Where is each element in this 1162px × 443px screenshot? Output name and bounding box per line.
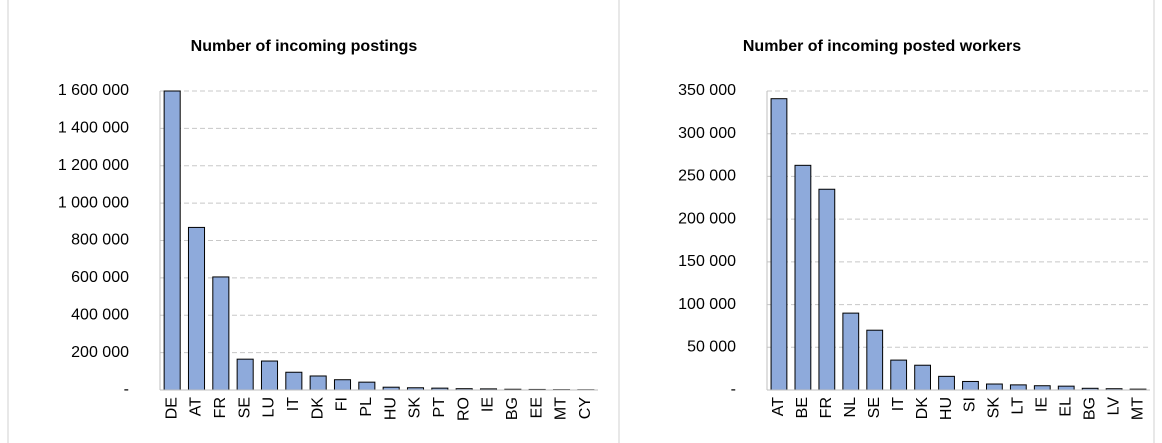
bar xyxy=(890,359,908,391)
x-tick-label: HU xyxy=(382,397,399,420)
x-tick-label: LT xyxy=(1010,397,1027,415)
y-tick-label: 400 000 xyxy=(71,306,129,323)
x-tick-label: FR xyxy=(818,397,835,418)
x-tick-label: SK xyxy=(407,397,424,419)
bar xyxy=(285,371,303,391)
bar xyxy=(358,381,376,391)
x-tick-label: PL xyxy=(358,397,375,417)
x-tick-label: MT xyxy=(553,397,570,420)
x-tick-label: CY xyxy=(577,397,594,420)
x-tick-label: AT xyxy=(188,397,205,416)
x-tick-label: IT xyxy=(285,397,302,411)
panel-border xyxy=(7,0,1155,443)
bar xyxy=(818,188,836,391)
y-tick-label: 1 000 000 xyxy=(58,194,129,211)
x-tick-label: FI xyxy=(334,397,351,411)
bar xyxy=(794,164,812,391)
bar xyxy=(260,360,279,391)
y-tick-label: 600 000 xyxy=(71,269,129,286)
bar xyxy=(309,375,327,391)
y-tick-label: 100 000 xyxy=(678,296,736,313)
y-tick-label: 300 000 xyxy=(678,125,736,142)
bar xyxy=(212,276,230,391)
x-tick-label: RO xyxy=(455,397,472,421)
x-tick-label: LU xyxy=(261,397,278,417)
y-tick-label: 1 200 000 xyxy=(58,157,129,174)
bar xyxy=(1033,385,1051,391)
y-tick-label: 1 400 000 xyxy=(58,120,129,137)
x-tick-label: FR xyxy=(212,397,229,418)
y-tick-label: - xyxy=(124,381,129,398)
y-tick-label: 200 000 xyxy=(678,210,736,227)
y-tick-label: - xyxy=(731,381,736,398)
bar xyxy=(866,329,884,391)
y-tick-label: 250 000 xyxy=(678,168,736,185)
x-tick-label: IE xyxy=(480,397,497,412)
bar xyxy=(236,358,254,391)
chart-title: Number of incoming postings xyxy=(191,38,418,55)
bar xyxy=(962,380,979,391)
bar xyxy=(842,312,860,391)
x-tick-label: IE xyxy=(1034,397,1051,412)
x-tick-label: SK xyxy=(986,397,1003,419)
y-tick-label: 350 000 xyxy=(678,82,736,99)
x-tick-label: NL xyxy=(842,397,859,418)
bar xyxy=(986,383,1003,391)
x-tick-label: DE xyxy=(163,397,180,419)
bar xyxy=(187,226,206,391)
x-tick-label: LV xyxy=(1105,397,1122,416)
x-tick-label: EE xyxy=(528,397,545,418)
y-tick-label: 50 000 xyxy=(687,339,736,356)
x-tick-label: SI xyxy=(962,397,979,412)
bar xyxy=(938,375,955,391)
y-tick-label: 200 000 xyxy=(71,344,129,361)
chart-title: Number of incoming posted workers xyxy=(743,38,1021,55)
bar xyxy=(1009,384,1027,391)
x-tick-label: SE xyxy=(236,397,253,418)
x-tick-label: SE xyxy=(866,397,883,418)
x-tick-label: PT xyxy=(431,397,448,418)
x-tick-label: BG xyxy=(504,397,521,420)
bar xyxy=(163,90,181,391)
y-tick-label: 150 000 xyxy=(678,253,736,270)
x-tick-label: IT xyxy=(890,397,907,411)
x-tick-label: DK xyxy=(914,397,931,420)
x-tick-label: AT xyxy=(770,397,787,416)
x-tick-label: BE xyxy=(794,397,811,418)
x-tick-label: DK xyxy=(309,397,326,420)
x-tick-label: EL xyxy=(1057,397,1074,417)
bar xyxy=(333,379,352,391)
x-tick-label: HU xyxy=(938,397,955,420)
y-tick-label: 800 000 xyxy=(71,232,129,249)
bar xyxy=(770,98,788,391)
x-tick-label: MT xyxy=(1129,397,1146,420)
bar xyxy=(914,364,931,391)
x-tick-label: BG xyxy=(1081,397,1098,420)
bar xyxy=(1057,385,1075,391)
y-tick-label: 1 600 000 xyxy=(58,82,129,99)
